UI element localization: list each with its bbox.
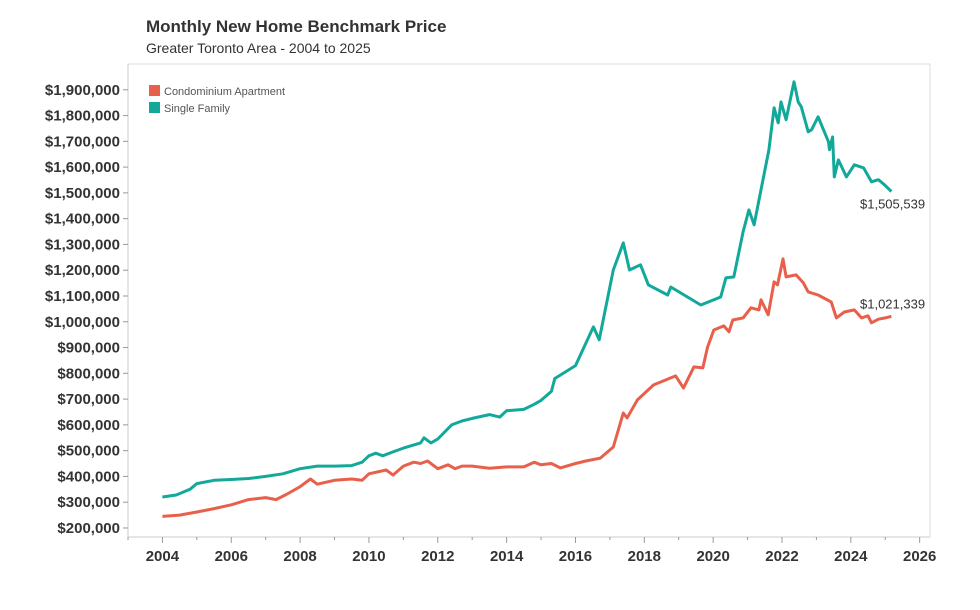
x-tick-label: 2008	[283, 548, 316, 565]
x-tick-label: 2010	[352, 548, 385, 565]
y-tick-label: $1,100,000	[45, 288, 120, 305]
legend-swatch	[149, 85, 160, 96]
chart-subtitle: Greater Toronto Area - 2004 to 2025	[146, 40, 371, 56]
y-tick-label: $1,300,000	[45, 236, 120, 253]
y-tick-label: $1,900,000	[45, 82, 120, 99]
y-tick-label: $1,700,000	[45, 133, 120, 150]
y-tick-label: $1,600,000	[45, 159, 120, 176]
y-tick-label: $1,800,000	[45, 108, 120, 125]
x-tick-label: 2022	[765, 548, 798, 565]
y-tick-label: $300,000	[57, 494, 120, 511]
y-tick-label: $900,000	[57, 340, 120, 357]
x-tick-label: 2026	[903, 548, 936, 565]
x-tick-label: 2024	[834, 548, 868, 565]
y-tick-label: $600,000	[57, 417, 120, 434]
legend: Condominium Apartment Single Family	[149, 85, 285, 115]
y-tick-label: $1,200,000	[45, 262, 120, 279]
end-value-label: $1,505,539	[860, 196, 925, 211]
legend-label: Condominium Apartment	[164, 86, 285, 98]
y-tick-label: $1,400,000	[45, 211, 120, 228]
x-tick-label: 2018	[628, 548, 661, 565]
x-tick-label: 2012	[421, 548, 454, 565]
x-tick-label: 2014	[490, 548, 524, 565]
y-axis: $200,000 $300,000 $400,000 $500,000 $600,000…	[45, 64, 129, 537]
chart-title: Monthly New Home Benchmark Price	[146, 17, 447, 36]
series-line-condominium-apartment	[162, 257, 892, 518]
y-tick-label: $700,000	[57, 391, 120, 408]
y-tick-label: $400,000	[57, 468, 120, 485]
end-value-label: $1,021,339	[860, 296, 925, 311]
x-tick-label: 2020	[696, 548, 729, 565]
x-axis: 2004 2006 2008 2010 2012 2014 2016 2018 2020 2022…	[127, 536, 936, 565]
y-tick-label: $1,000,000	[45, 314, 120, 331]
y-tick-label: $200,000	[57, 520, 120, 537]
x-tick-label: 2006	[215, 548, 248, 565]
series-line-single-family	[162, 80, 893, 499]
legend-swatch	[149, 102, 160, 113]
x-tick-label: 2004	[146, 548, 180, 565]
series-lines	[162, 80, 893, 518]
y-tick-label: $1,500,000	[45, 185, 120, 202]
end-labels: $1,021,339 $1,505,539	[860, 196, 925, 311]
y-tick-label: $500,000	[57, 443, 120, 460]
legend-label: Single Family	[164, 103, 231, 115]
y-tick-label: $800,000	[57, 365, 120, 382]
x-tick-label: 2016	[559, 548, 592, 565]
